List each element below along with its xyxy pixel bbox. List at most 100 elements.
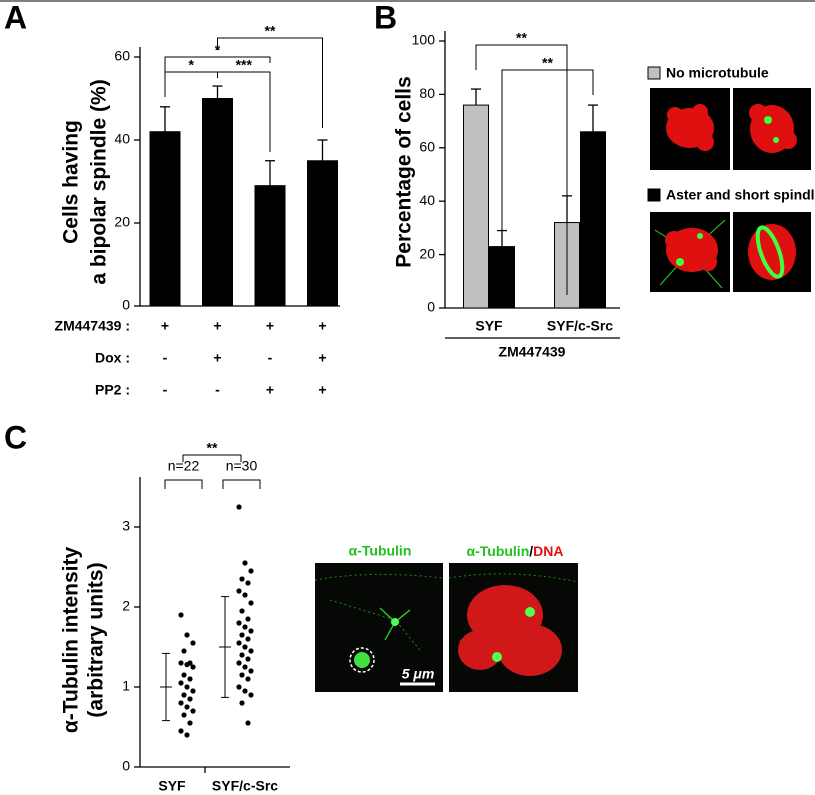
legend-label: No microtubule xyxy=(666,65,769,81)
data-point xyxy=(245,616,251,622)
legend-swatch xyxy=(647,66,661,80)
data-point xyxy=(248,600,254,606)
significance-bracket xyxy=(475,44,568,295)
condition-value: + xyxy=(266,318,274,334)
x-tick-label: SYF xyxy=(475,318,503,334)
bar xyxy=(202,98,233,307)
data-point xyxy=(187,720,193,726)
data-point xyxy=(248,568,254,574)
data-point xyxy=(187,676,193,682)
y-tick-label: 0 xyxy=(122,758,130,774)
y-tick-label: 40 xyxy=(114,131,130,147)
n-label: n=30 xyxy=(226,458,258,474)
condition-value: + xyxy=(213,350,221,366)
condition-value: + xyxy=(161,318,169,334)
data-point xyxy=(190,640,196,646)
y-tick-label: 2 xyxy=(122,598,130,614)
data-point xyxy=(190,688,196,694)
significance-bracket xyxy=(164,71,218,84)
bar xyxy=(149,131,181,307)
y-axis-label: (arbitrary units) xyxy=(85,562,108,717)
condition-name: ZM447439 : xyxy=(55,318,130,334)
condition-name: PP2 : xyxy=(95,382,130,398)
y-axis-label: Cells having xyxy=(60,120,83,244)
y-tick-label: 1 xyxy=(122,678,130,694)
data-point xyxy=(184,662,190,668)
data-point xyxy=(178,728,184,734)
data-point xyxy=(236,504,242,510)
significance-label: *** xyxy=(236,57,253,73)
bar xyxy=(463,104,489,309)
micrograph-label-part: / xyxy=(529,543,533,559)
bar xyxy=(254,185,286,307)
y-axis-label: a bipolar spindle (%) xyxy=(88,79,111,284)
condition-value: + xyxy=(318,350,326,366)
group-bracket xyxy=(164,479,203,489)
y-axis-label: Percentage of cells xyxy=(393,76,416,267)
condition-value: + xyxy=(213,318,221,334)
data-point xyxy=(239,700,245,706)
y-tick-label: 40 xyxy=(419,192,435,208)
data-point xyxy=(236,640,242,646)
data-point xyxy=(181,692,187,698)
data-point xyxy=(242,624,248,630)
data-point xyxy=(245,636,251,642)
micrograph-label-part: α-Tubulin xyxy=(466,543,529,559)
legend-label: Aster and short spindle xyxy=(666,187,815,203)
data-point xyxy=(242,560,248,566)
data-point xyxy=(248,648,254,654)
micrographs-b xyxy=(650,88,811,292)
micrograph-label: α-Tubulin/DNA xyxy=(466,543,563,559)
data-point xyxy=(248,628,254,634)
data-point xyxy=(239,576,245,582)
data-point xyxy=(187,696,193,702)
data-point xyxy=(248,692,254,698)
y-tick-label: 20 xyxy=(419,245,435,261)
data-point xyxy=(239,608,245,614)
micrograph-label: α-Tubulin xyxy=(349,543,412,559)
x-axis-label: ZM447439 xyxy=(499,344,566,360)
data-point xyxy=(245,676,251,682)
data-point xyxy=(178,660,184,666)
data-point xyxy=(236,660,242,666)
panel-letter: C xyxy=(4,419,27,455)
significance-bracket xyxy=(217,37,323,128)
data-point xyxy=(245,720,251,726)
significance-bracket xyxy=(501,69,594,300)
y-tick-label: 20 xyxy=(114,214,130,230)
data-point xyxy=(248,668,254,674)
data-point xyxy=(181,672,187,678)
data-point xyxy=(242,688,248,694)
data-point xyxy=(184,732,190,738)
y-tick-label: 3 xyxy=(122,518,130,534)
condition-value: + xyxy=(318,382,326,398)
significance-bracket xyxy=(182,454,242,462)
condition-value: - xyxy=(215,382,220,398)
n-label: n=22 xyxy=(168,458,200,474)
condition-value: - xyxy=(268,350,273,366)
data-point xyxy=(236,684,242,690)
micrograph-label-part: DNA xyxy=(533,543,563,559)
data-point xyxy=(239,652,245,658)
group-bracket xyxy=(222,479,261,489)
y-tick-label: 80 xyxy=(419,85,435,101)
x-tick-label: SYF/c-Src xyxy=(212,778,278,794)
bar xyxy=(307,160,338,307)
data-point xyxy=(178,680,184,686)
condition-name: Dox : xyxy=(95,350,130,366)
significance-bracket xyxy=(217,71,271,152)
data-point xyxy=(184,632,190,638)
data-point xyxy=(178,612,184,618)
panel-letter: B xyxy=(374,0,397,35)
data-point xyxy=(184,684,190,690)
x-tick-label: SYF xyxy=(158,778,186,794)
data-point xyxy=(190,664,196,670)
y-tick-label: 0 xyxy=(427,299,435,315)
data-point xyxy=(190,708,196,714)
significance-bracket xyxy=(164,56,271,97)
data-point xyxy=(245,656,251,662)
y-tick-label: 60 xyxy=(419,139,435,155)
y-tick-label: 0 xyxy=(122,297,130,313)
y-axis-label: α-Tubulin intensity xyxy=(60,547,83,734)
significance-label: * xyxy=(189,57,195,73)
